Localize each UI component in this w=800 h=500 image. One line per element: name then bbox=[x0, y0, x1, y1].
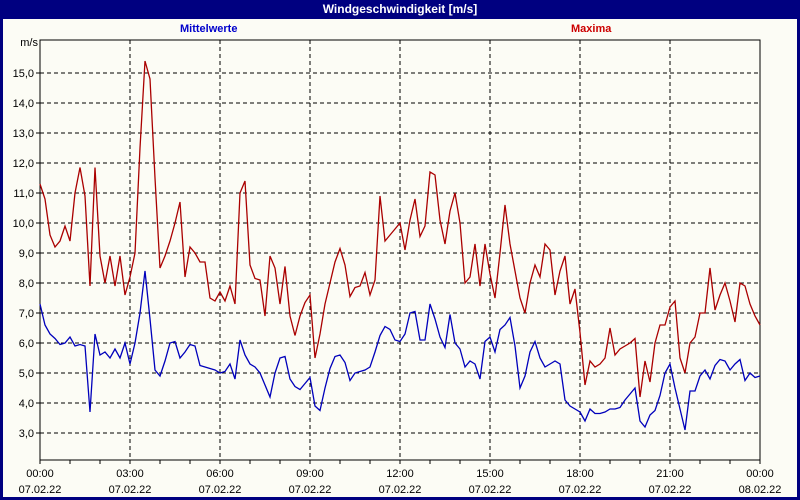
y-tick-label: 12,0 bbox=[13, 158, 34, 170]
x-tick-time-label: 12:00 bbox=[386, 468, 414, 480]
x-tick-date-label: 07.02.22 bbox=[649, 484, 692, 496]
y-tick-label: 6,0 bbox=[19, 338, 34, 350]
y-tick-label: 10,0 bbox=[13, 218, 34, 230]
plot-border bbox=[39, 39, 761, 461]
x-tick-date-label: 07.02.22 bbox=[469, 484, 512, 496]
y-tick-label: 4,0 bbox=[19, 398, 34, 410]
legend-maxima: Maxima bbox=[571, 23, 612, 35]
y-tick-label: 5,0 bbox=[19, 368, 34, 380]
x-tick-date-label: 07.02.22 bbox=[379, 484, 422, 496]
y-tick-label: 14,0 bbox=[13, 98, 34, 110]
y-tick-label: 11,0 bbox=[13, 188, 34, 200]
series-maxima bbox=[39, 60, 761, 398]
y-tick-label: 15,0 bbox=[13, 68, 34, 80]
legend-mittelwerte: Mittelwerte bbox=[180, 23, 238, 35]
x-tick-date-label: 07.02.22 bbox=[559, 484, 602, 496]
x-tick-time-label: 00:00 bbox=[26, 468, 54, 480]
series-mittelwerte bbox=[39, 270, 761, 431]
y-tick-label: 13,0 bbox=[13, 128, 34, 140]
y-tick-label: 7,0 bbox=[19, 308, 34, 320]
x-tick-time-label: 09:00 bbox=[296, 468, 324, 480]
x-tick-date-label: 07.02.22 bbox=[109, 484, 152, 496]
x-tick-time-label: 00:00 bbox=[746, 468, 774, 480]
x-tick-time-label: 15:00 bbox=[476, 468, 504, 480]
x-tick-date-label: 07.02.22 bbox=[289, 484, 332, 496]
x-tick-date-label: 07.02.22 bbox=[199, 484, 242, 496]
x-tick-time-label: 03:00 bbox=[116, 468, 144, 480]
x-tick-date-label: 08.02.22 bbox=[739, 484, 782, 496]
title-bar: Windgeschwindigkeit [m/s] bbox=[0, 0, 800, 19]
y-tick-label: 8,0 bbox=[19, 278, 34, 290]
y-axis-unit-label: m/s bbox=[20, 37, 38, 49]
x-tick-time-label: 18:00 bbox=[566, 468, 594, 480]
y-tick-label: 9,0 bbox=[19, 248, 34, 260]
y-tick-label: 3,0 bbox=[19, 428, 34, 440]
x-tick-time-label: 06:00 bbox=[206, 468, 234, 480]
x-tick-time-label: 21:00 bbox=[656, 468, 684, 480]
window-title: Windgeschwindigkeit [m/s] bbox=[322, 2, 478, 16]
x-tick-date-label: 07.02.22 bbox=[19, 484, 62, 496]
